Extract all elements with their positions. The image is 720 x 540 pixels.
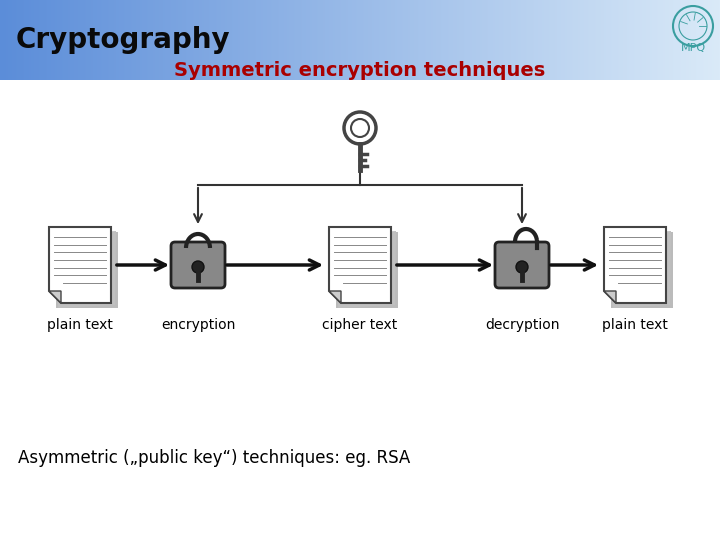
Text: encryption: encryption	[161, 318, 235, 332]
Text: MPQ: MPQ	[680, 43, 706, 53]
Text: cipher text: cipher text	[323, 318, 397, 332]
Text: plain text: plain text	[47, 318, 113, 332]
Circle shape	[351, 119, 369, 137]
Text: Symmetric encryption techniques: Symmetric encryption techniques	[174, 60, 546, 79]
FancyBboxPatch shape	[56, 232, 118, 308]
FancyBboxPatch shape	[611, 232, 673, 308]
Polygon shape	[329, 291, 341, 303]
Text: Asymmetric („public key“) techniques: eg. RSA: Asymmetric („public key“) techniques: eg…	[18, 449, 410, 467]
Polygon shape	[58, 231, 116, 308]
Polygon shape	[329, 227, 391, 303]
Polygon shape	[49, 291, 61, 303]
Polygon shape	[604, 227, 666, 303]
Polygon shape	[338, 231, 396, 308]
Circle shape	[344, 112, 376, 144]
FancyBboxPatch shape	[336, 232, 398, 308]
Polygon shape	[604, 291, 616, 303]
FancyBboxPatch shape	[171, 242, 225, 288]
Polygon shape	[613, 231, 671, 308]
Circle shape	[192, 261, 204, 273]
Text: decryption: decryption	[485, 318, 559, 332]
Polygon shape	[49, 227, 111, 303]
Text: Cryptography: Cryptography	[16, 26, 230, 54]
Circle shape	[516, 261, 528, 273]
Text: plain text: plain text	[602, 318, 668, 332]
FancyBboxPatch shape	[495, 242, 549, 288]
